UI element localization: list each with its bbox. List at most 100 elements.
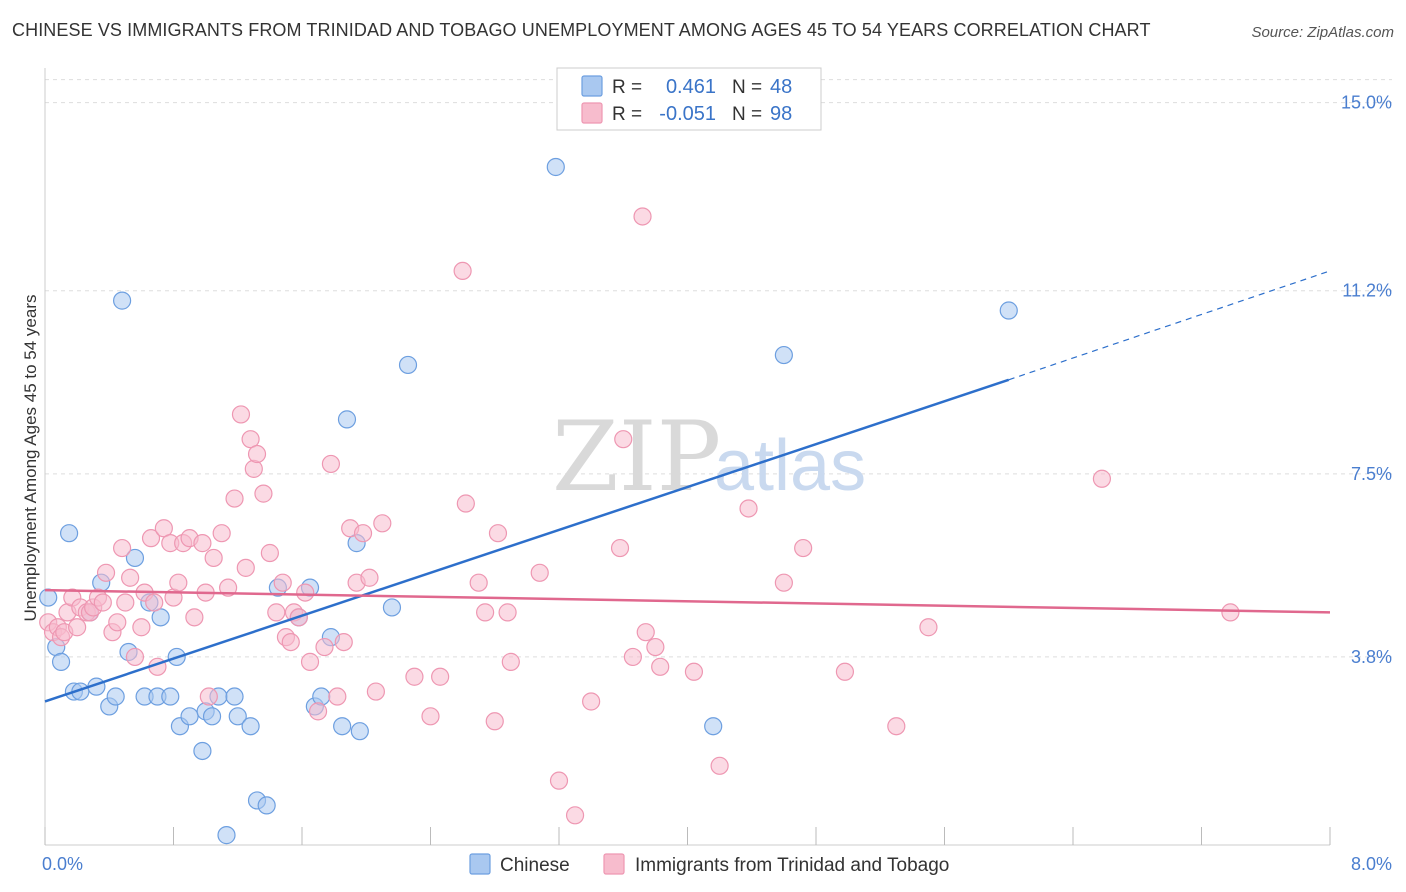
legend-r-value-1: 0.461 bbox=[666, 76, 716, 98]
chinese-point-29 bbox=[241, 717, 260, 736]
trinidad-point-53 bbox=[296, 583, 315, 602]
chinese-point-27 bbox=[225, 687, 244, 706]
chinese-point-21 bbox=[180, 707, 199, 726]
chinese-point-26 bbox=[217, 826, 236, 845]
watermark: ZIP atlas bbox=[552, 401, 866, 513]
series-legend-label-chinese: Chinese bbox=[500, 855, 570, 876]
trinidad-point-64 bbox=[366, 682, 385, 701]
chinese-point-13 bbox=[125, 548, 145, 568]
trinidad-point-73 bbox=[485, 712, 504, 731]
trinidad-point-65 bbox=[373, 514, 392, 533]
chinese-point-28 bbox=[228, 707, 247, 726]
trinidad-points bbox=[39, 207, 1240, 825]
legend-swatch-chinese bbox=[581, 75, 603, 97]
trinidad-point-17 bbox=[112, 538, 132, 558]
trinidad-point-81 bbox=[610, 538, 630, 558]
legend-n-label-1: N = bbox=[732, 77, 762, 98]
chinese-point-44 bbox=[546, 157, 565, 177]
legend-n-label-2: N = bbox=[732, 104, 762, 125]
series-legend: Chinese Immigrants from Trinidad and Tob… bbox=[469, 853, 949, 876]
trinidad-point-14 bbox=[96, 563, 116, 582]
chinese-point-46 bbox=[774, 345, 793, 365]
chinese-point-42 bbox=[382, 598, 402, 617]
chinese-point-39 bbox=[337, 410, 357, 429]
trinidad-point-93 bbox=[835, 662, 855, 681]
chinese-point-2 bbox=[51, 652, 71, 671]
trinidad-point-85 bbox=[636, 623, 655, 642]
trinidad-point-89 bbox=[710, 756, 729, 775]
trinidad-point-57 bbox=[321, 454, 341, 474]
legend-r-value-2: -0.051 bbox=[659, 103, 716, 125]
chart-title: CHINESE VS IMMIGRANTS FROM TRINIDAD AND … bbox=[12, 20, 1151, 40]
trinidad-point-20 bbox=[125, 647, 145, 667]
chinese-trend-extension bbox=[1008, 270, 1331, 381]
trinidad-point-33 bbox=[193, 534, 212, 553]
trinidad-point-92 bbox=[794, 538, 813, 558]
trinidad-point-90 bbox=[739, 499, 758, 518]
trinidad-point-86 bbox=[646, 637, 665, 657]
chinese-point-22 bbox=[193, 741, 212, 761]
x-tick-label-1: 8.0% bbox=[1351, 854, 1392, 874]
trinidad-point-72 bbox=[476, 603, 495, 622]
chinese-trend-line bbox=[44, 378, 1010, 703]
trinidad-point-46 bbox=[260, 543, 279, 563]
trinidad-point-84 bbox=[633, 207, 652, 226]
watermark-zip: ZIP bbox=[552, 401, 721, 513]
chinese-point-41 bbox=[350, 722, 369, 741]
trinidad-point-40 bbox=[231, 405, 251, 424]
chinese-point-10 bbox=[106, 687, 125, 706]
trinidad-point-82 bbox=[614, 430, 633, 449]
trinidad-point-19 bbox=[121, 568, 140, 587]
chinese-points bbox=[39, 157, 1018, 845]
trinidad-point-80 bbox=[582, 692, 601, 711]
trinidad-point-95 bbox=[919, 618, 938, 637]
trinidad-point-7 bbox=[68, 618, 87, 637]
chinese-point-24 bbox=[202, 707, 222, 726]
trinidad-point-37 bbox=[212, 524, 231, 543]
legend-n-value-1: 48 bbox=[770, 76, 792, 98]
trinidad-point-75 bbox=[498, 603, 517, 622]
legend-swatch-trinidad bbox=[581, 102, 603, 124]
trinidad-point-18 bbox=[116, 593, 135, 612]
trinidad-point-29 bbox=[169, 573, 188, 592]
trinidad-point-50 bbox=[281, 632, 300, 652]
chinese-point-45 bbox=[704, 717, 723, 736]
series-legend-swatch-trinidad bbox=[603, 853, 625, 875]
trinidad-point-16 bbox=[108, 613, 127, 632]
chinese-point-31 bbox=[257, 796, 276, 815]
trinidad-point-24 bbox=[145, 593, 164, 612]
trinidad-point-71 bbox=[469, 573, 488, 592]
chinese-point-43 bbox=[398, 355, 418, 375]
watermark-atlas: atlas bbox=[714, 426, 866, 506]
trinidad-point-41 bbox=[236, 558, 255, 577]
trinidad-point-63 bbox=[360, 568, 379, 587]
trinidad-point-36 bbox=[204, 548, 223, 568]
trinidad-point-67 bbox=[421, 707, 440, 726]
y-tick-labels: 3.8% 7.5% 11.2% 15.0% bbox=[1341, 93, 1392, 667]
trinidad-point-96 bbox=[1092, 469, 1112, 488]
source-credit: Source: ZipAtlas.com bbox=[1251, 24, 1394, 41]
series-legend-swatch-chinese bbox=[469, 853, 491, 875]
trinidad-point-94 bbox=[887, 717, 906, 736]
chinese-point-3 bbox=[59, 524, 79, 543]
chinese-point-0 bbox=[39, 588, 58, 607]
trinidad-point-38 bbox=[219, 578, 238, 597]
y-tick-label-1: 7.5% bbox=[1351, 464, 1392, 484]
trend-lines bbox=[44, 270, 1331, 703]
x-tick-label-0: 0.0% bbox=[42, 854, 83, 874]
trinidad-point-35 bbox=[199, 687, 218, 706]
axes bbox=[44, 68, 1331, 846]
trinidad-point-66 bbox=[405, 667, 424, 686]
trinidad-point-83 bbox=[623, 647, 642, 667]
trinidad-point-88 bbox=[684, 662, 704, 681]
trinidad-point-77 bbox=[530, 563, 549, 582]
trinidad-point-45 bbox=[254, 484, 273, 503]
trinidad-point-74 bbox=[488, 524, 508, 543]
series-legend-label-trinidad: Immigrants from Trinidad and Tobago bbox=[635, 855, 949, 876]
trinidad-point-58 bbox=[328, 687, 347, 706]
legend-n-value-2: 98 bbox=[770, 103, 792, 125]
trinidad-trend-line bbox=[44, 588, 1331, 614]
trinidad-point-23 bbox=[141, 529, 161, 548]
trinidad-point-48 bbox=[273, 573, 292, 592]
